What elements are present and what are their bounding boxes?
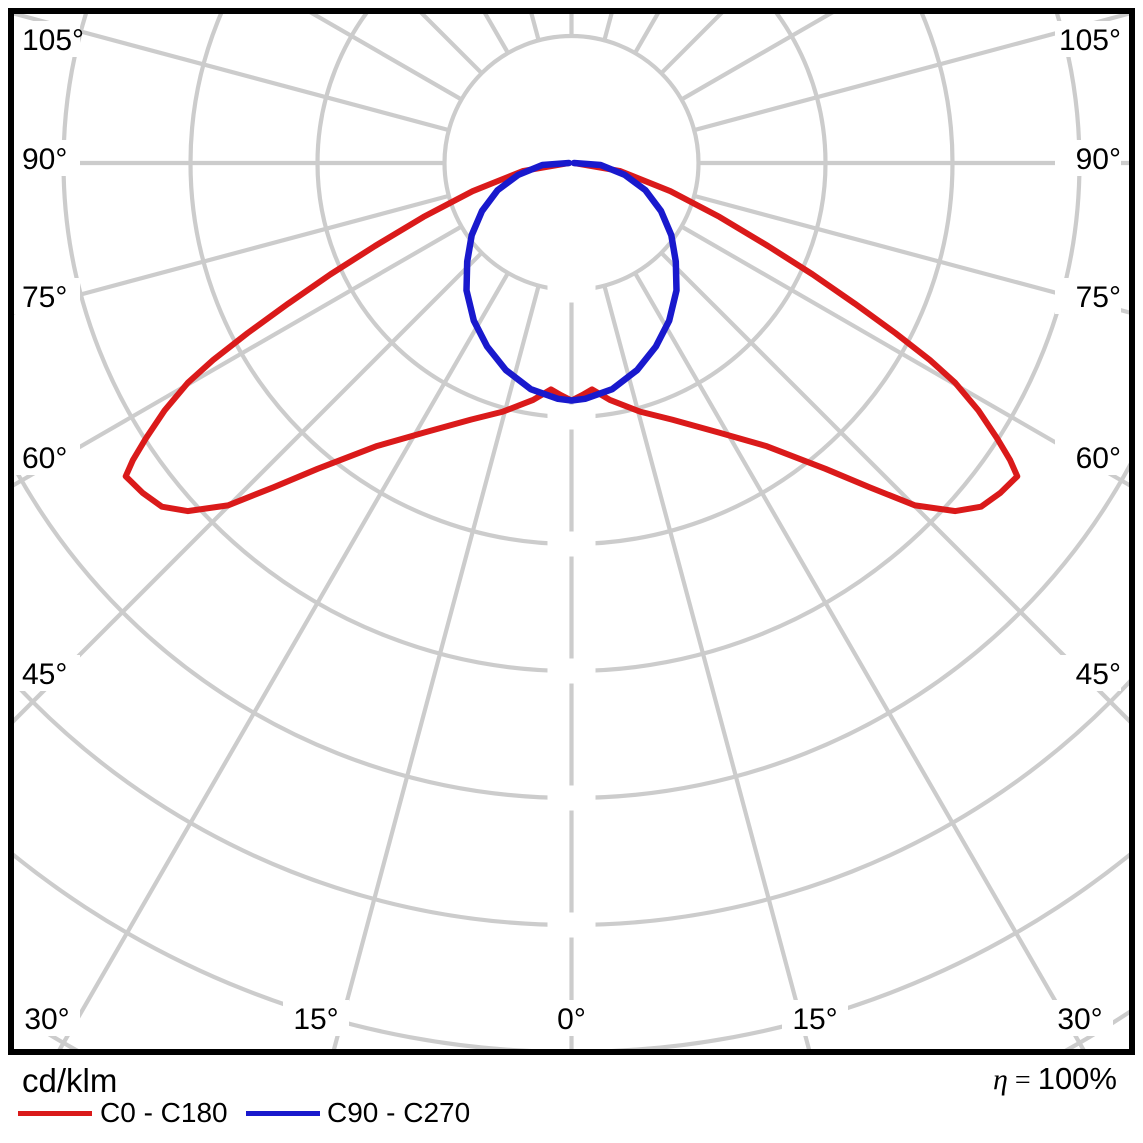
grid-spoke [680, 224, 1129, 488]
angle-label: 60° [1076, 442, 1121, 475]
angle-label-box [1055, 278, 1121, 314]
legend-label-c90-c270: C90 - C270 [327, 1097, 471, 1128]
plot-border [8, 8, 1135, 1055]
angle-label: 90° [1076, 143, 1121, 176]
angle-label: 15° [293, 1003, 338, 1036]
grid-spoke [693, 193, 1129, 315]
efficiency-readout: η = 100% [993, 1061, 1117, 1097]
angle-label-box [782, 1000, 848, 1036]
angle-label: 30° [1057, 1003, 1102, 1036]
angle-label-box [14, 439, 80, 475]
angle-label-box [14, 655, 80, 691]
angle-label-box [14, 140, 80, 176]
grid-spoke [14, 224, 463, 488]
eta-value: 100% [1037, 1061, 1117, 1096]
angle-label: 90° [22, 143, 67, 176]
axis-gap-box [547, 785, 596, 811]
grid-spoke [331, 285, 541, 1049]
angle-label-box [1055, 439, 1121, 475]
grid-spoke [14, 14, 450, 133]
angle-label: 75° [22, 281, 67, 314]
angle-labels: 105° 105° 90° 90° 75° 75° 60° 60° 45° 45° 30° 15° 0°… [14, 21, 1121, 1036]
axis-gap-box [547, 404, 596, 430]
legend-swatch-c90-c270 [246, 1111, 320, 1116]
angle-label-box [14, 278, 80, 314]
legend-swatch-c0-c180 [18, 1111, 92, 1116]
grid-spoke [14, 193, 450, 315]
axis-gap-box [547, 531, 596, 557]
angle-label-box [14, 21, 80, 57]
grid-spoke [693, 14, 1129, 133]
grid-spoke [659, 251, 1129, 724]
angle-label: 60° [22, 442, 67, 475]
angle-label: 75° [1076, 281, 1121, 314]
axis-gap-box [547, 912, 596, 938]
angle-label: 0° [557, 1003, 586, 1036]
angle-label-box [14, 1000, 80, 1036]
grid-spoke [57, 271, 510, 1049]
curve-c90-c270 [463, 159, 680, 404]
axis-gap-box [547, 658, 596, 684]
grid-spoke [14, 251, 484, 724]
angle-label: 105° [22, 24, 84, 57]
angle-label-box [1055, 21, 1121, 57]
angle-label: 30° [24, 1003, 69, 1036]
angle-label-box [1055, 655, 1121, 691]
eta-equals: = [1014, 1065, 1031, 1096]
angle-label-box [1055, 140, 1121, 176]
angle-label-box [283, 1000, 349, 1036]
angle-label-box [1047, 1000, 1113, 1036]
angle-label: 45° [22, 658, 67, 691]
axis-gap-box [547, 277, 596, 303]
eta-symbol: η [993, 1063, 1008, 1096]
angle-label: 45° [1076, 658, 1121, 691]
angle-label-box [538, 1000, 605, 1036]
angle-label: 105° [1059, 24, 1121, 57]
grid-spoke [633, 271, 1086, 1049]
legend-label-c0-c180: C0 - C180 [100, 1097, 228, 1128]
units-label: cd/klm [22, 1062, 118, 1099]
angle-label: 15° [792, 1003, 837, 1036]
grid-spoke [602, 285, 812, 1049]
